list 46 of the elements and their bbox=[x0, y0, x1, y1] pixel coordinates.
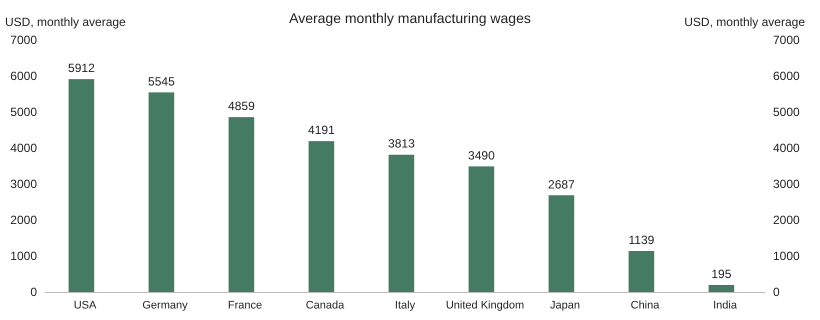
data-label: 1139 bbox=[628, 232, 655, 247]
data-label: 2687 bbox=[548, 177, 576, 192]
x-tick-label: United Kingdom bbox=[446, 300, 524, 312]
y2-tick-label: 4000 bbox=[773, 141, 800, 155]
bar bbox=[308, 141, 334, 292]
data-label: 5912 bbox=[68, 61, 96, 76]
y-tick-label: 3000 bbox=[10, 177, 38, 191]
y2-tick-label: 3000 bbox=[773, 177, 800, 191]
x-tick-label: Germany bbox=[142, 300, 188, 312]
y-tick-label: 5000 bbox=[10, 105, 38, 119]
bar bbox=[628, 250, 654, 292]
bar bbox=[468, 166, 494, 292]
y-tick-label: 0 bbox=[30, 285, 38, 299]
y2-tick-label: 2000 bbox=[773, 213, 800, 227]
data-label: 5545 bbox=[148, 74, 176, 88]
bar bbox=[548, 195, 574, 292]
x-tick-label: China bbox=[630, 300, 660, 312]
bar bbox=[68, 79, 94, 292]
y-tick-label: 7000 bbox=[10, 33, 38, 47]
x-tick-label: Italy bbox=[394, 300, 416, 312]
x-tick-label: Japan bbox=[550, 300, 580, 312]
y-tick-label: 6000 bbox=[10, 69, 38, 83]
chart-title: Average monthly manufacturing wages bbox=[289, 10, 531, 26]
y2-tick-label: 0 bbox=[773, 285, 780, 299]
x-tick-label: India bbox=[713, 300, 738, 312]
y-axis-title: USD, monthly average bbox=[5, 15, 126, 29]
y-tick-label: 1000 bbox=[10, 249, 38, 263]
y2-axis-title: USD, monthly average bbox=[684, 15, 806, 29]
x-tick-label: USA bbox=[74, 300, 97, 312]
bar bbox=[388, 154, 414, 292]
data-label: 4859 bbox=[228, 99, 256, 114]
bar bbox=[148, 92, 174, 292]
y-tick-label: 2000 bbox=[10, 213, 38, 227]
y2-tick-label: 1000 bbox=[773, 249, 800, 263]
y-tick-label: 4000 bbox=[10, 141, 38, 155]
y2-tick-label: 6000 bbox=[773, 69, 800, 83]
y2-tick-label: 7000 bbox=[773, 33, 800, 47]
data-label: 4191 bbox=[308, 123, 336, 138]
y2-tick-label: 5000 bbox=[773, 105, 800, 119]
bar bbox=[228, 117, 254, 292]
data-label: 3490 bbox=[468, 148, 496, 162]
bar bbox=[708, 284, 734, 292]
data-label: 3813 bbox=[388, 136, 416, 151]
data-label: 195 bbox=[711, 266, 732, 281]
x-tick-label: France bbox=[228, 300, 262, 312]
x-tick-label: Canada bbox=[306, 300, 346, 312]
